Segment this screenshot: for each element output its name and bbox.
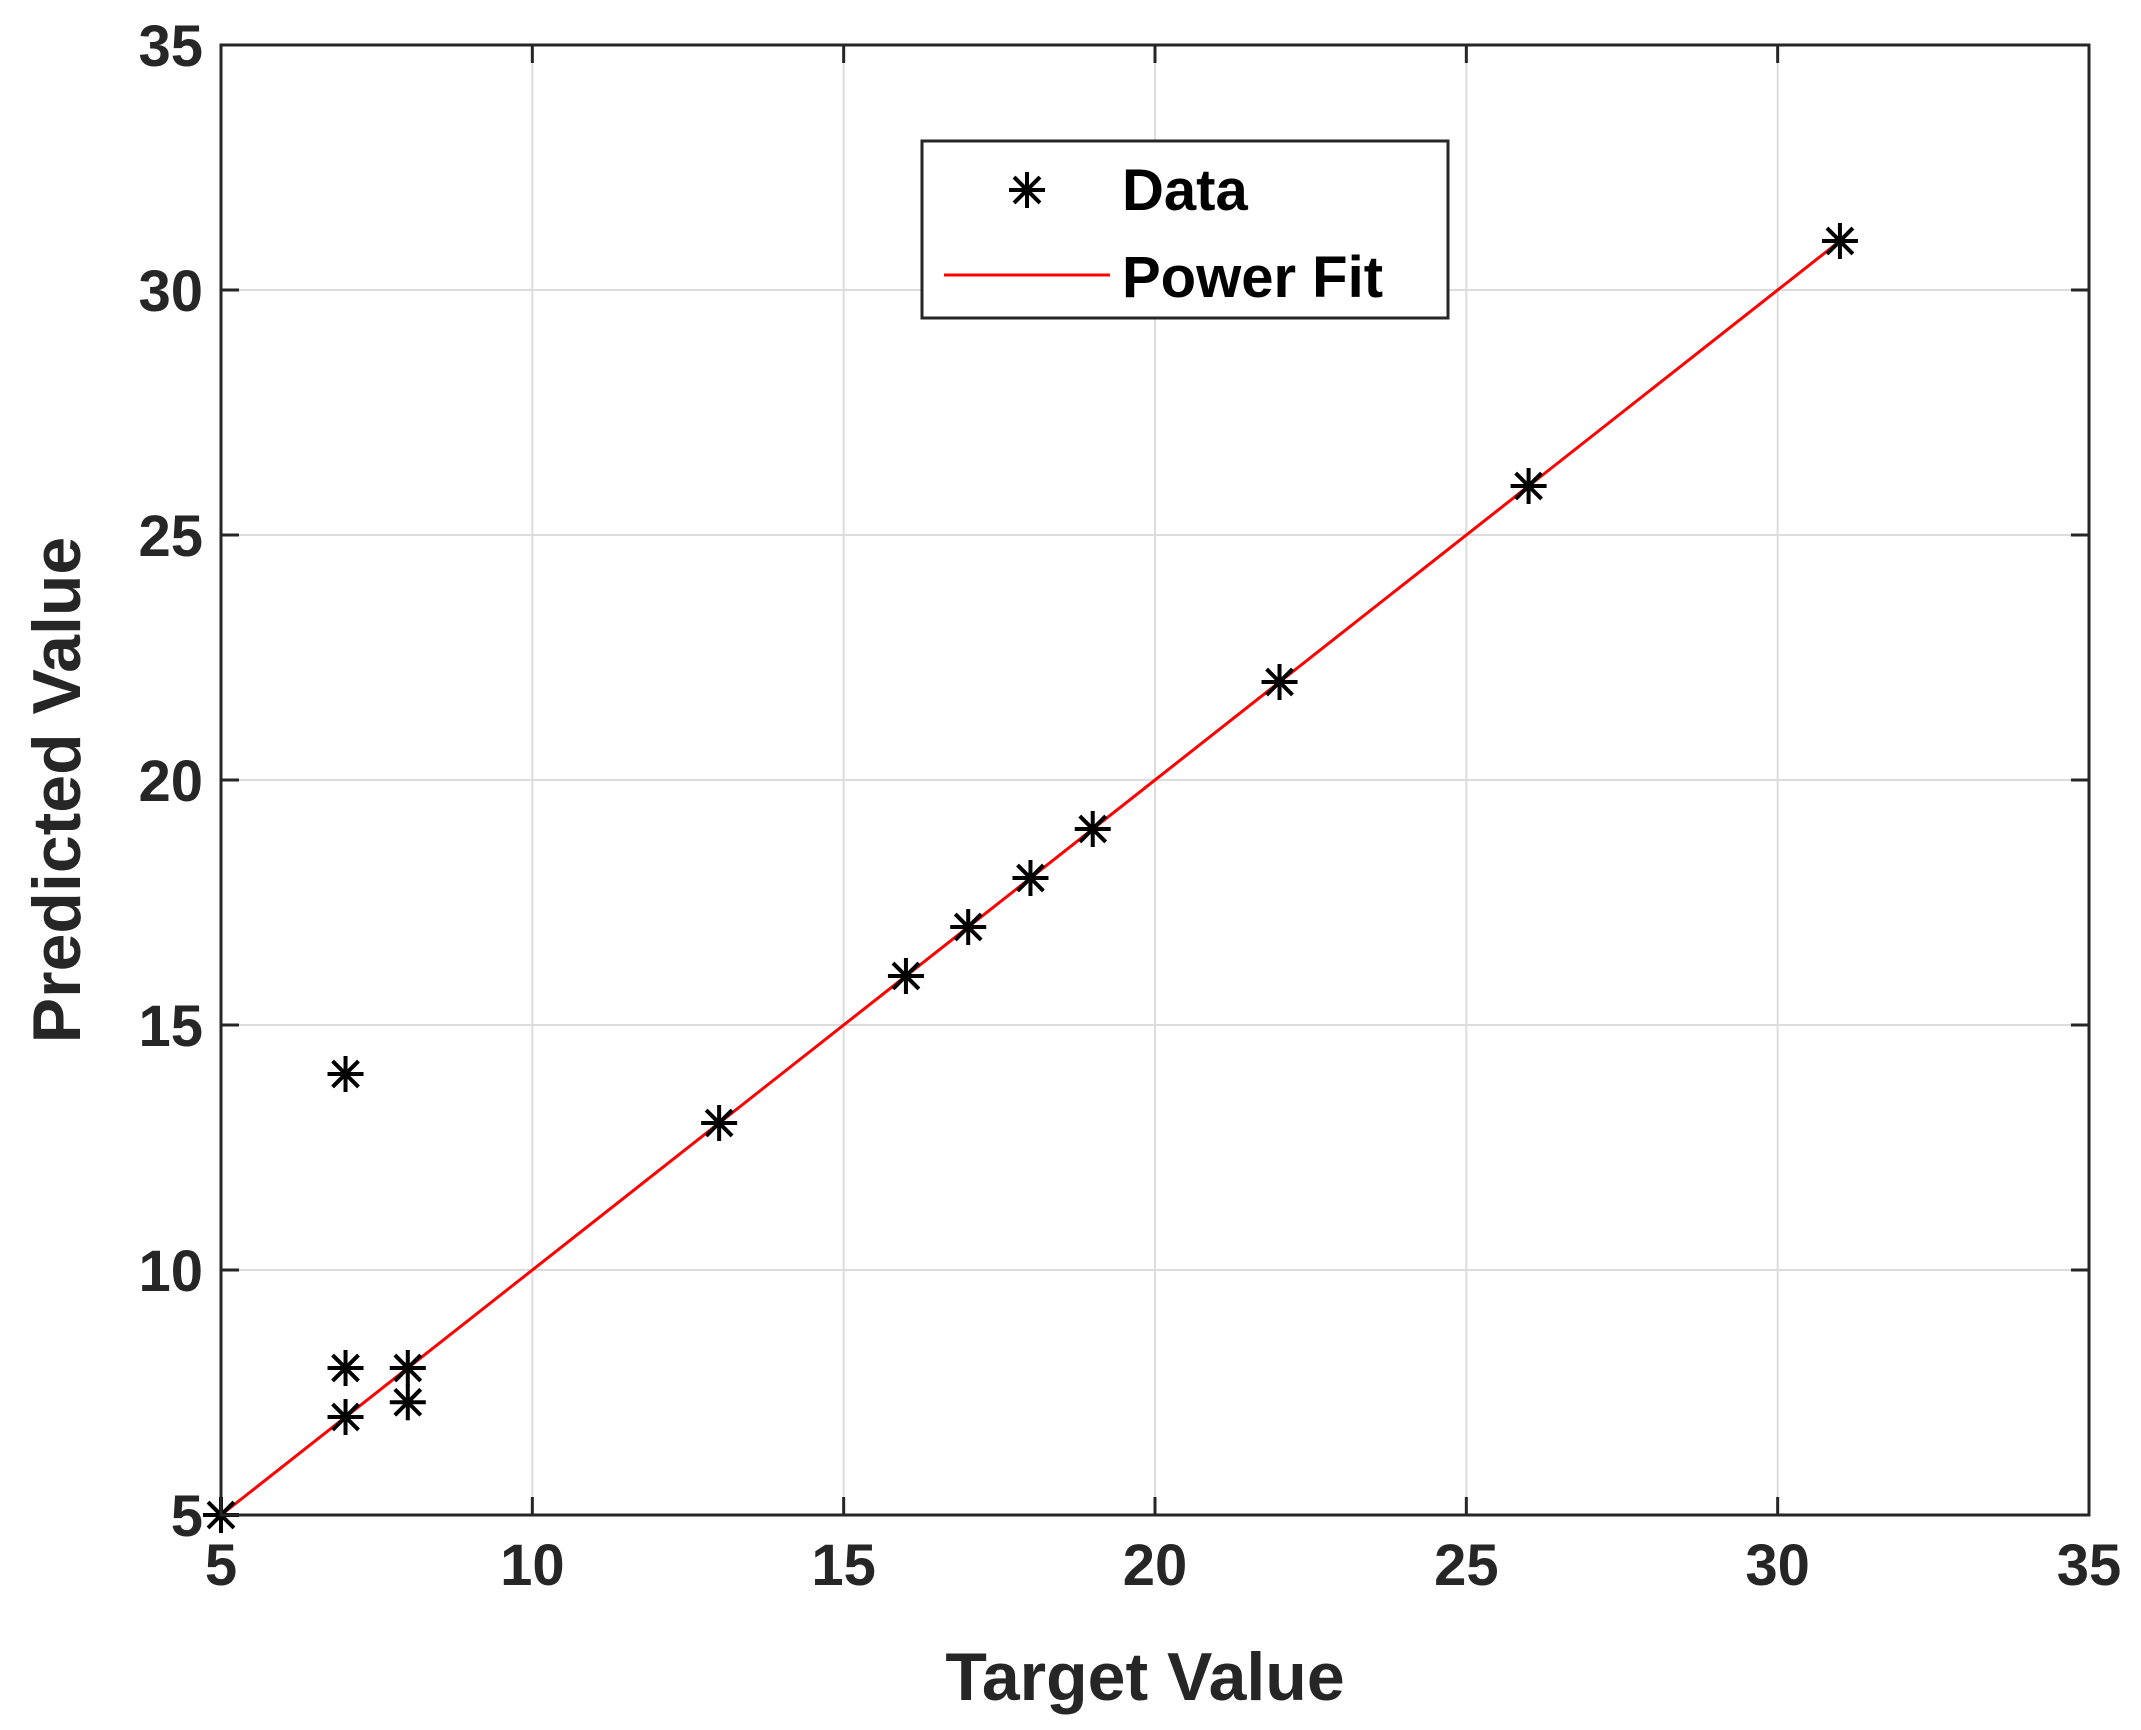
y-tick-label: 20 [138, 749, 203, 814]
x-tick-label: 30 [1745, 1533, 1810, 1598]
data-point-marker [327, 1350, 364, 1386]
x-axis-title: Target Value [945, 1639, 1344, 1715]
data-point-marker [950, 909, 987, 945]
legend-box [920, 139, 1450, 320]
data-point-marker [701, 1105, 738, 1141]
legend-data-marker-icon [1009, 172, 1045, 208]
x-tick-label: 25 [1434, 1533, 1499, 1598]
y-axis-title: Predicted Value [19, 537, 95, 1043]
x-tick-label: 5 [205, 1533, 237, 1598]
data-point-marker [887, 958, 924, 994]
axis-ticks: 5 10 15 20 25 30 35 5 10 15 20 25 30 35 [138, 14, 2121, 1598]
legend-label-power-fit: Power Fit [1122, 245, 1383, 310]
y-tick-label: 10 [138, 1239, 203, 1304]
x-tick-label: 20 [1123, 1533, 1188, 1598]
x-tick-label: 15 [811, 1533, 876, 1598]
data-markers [203, 223, 1858, 1533]
legend-label-data: Data [1122, 158, 1248, 223]
data-point-marker [389, 1384, 426, 1421]
x-tick-label: 10 [500, 1533, 565, 1598]
y-tick-label: 35 [138, 14, 203, 79]
y-tick-label: 5 [171, 1484, 203, 1549]
data-point-marker [1510, 468, 1547, 504]
data-point-marker [327, 1056, 364, 1092]
legend-asterisk [1009, 172, 1045, 208]
data-point-marker [327, 1399, 364, 1435]
data-point-marker [1821, 223, 1858, 259]
data-point-marker [1074, 811, 1111, 847]
y-tick-label: 25 [138, 504, 203, 569]
legend: Data Power Fit [920, 139, 1450, 320]
data-point-marker [389, 1350, 426, 1386]
data-point-marker [1012, 860, 1049, 896]
y-tick-label: 15 [138, 994, 203, 1059]
data-point-marker [1261, 664, 1298, 700]
y-tick-label: 30 [138, 259, 203, 324]
x-tick-label: 35 [2057, 1533, 2122, 1598]
